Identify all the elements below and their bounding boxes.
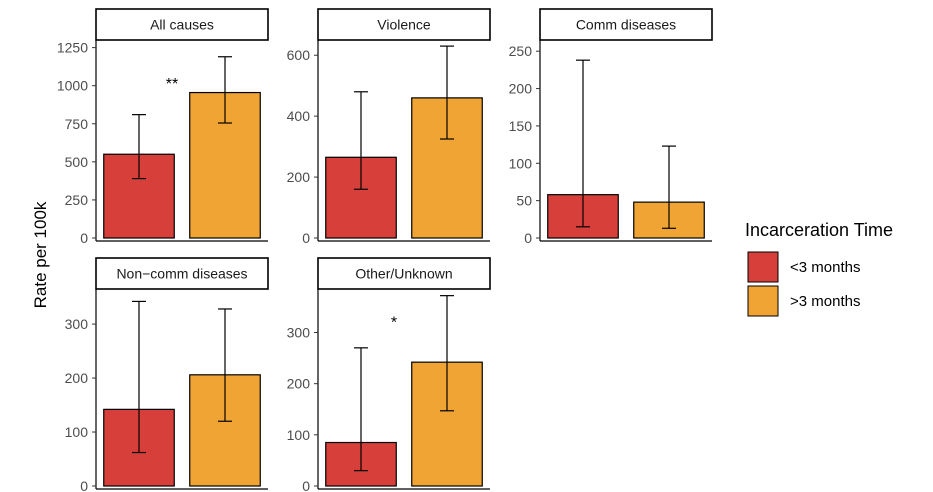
facet-panel: Comm diseases 0 50 100 150 200 250 — [509, 8, 713, 246]
facet-title: All causes — [150, 17, 214, 33]
y-tick-label: 300 — [65, 316, 89, 332]
y-tick-label: 50 — [516, 193, 532, 209]
y-tick-label: 500 — [65, 154, 89, 170]
legend-title: Incarceration Time — [745, 220, 893, 240]
facet-title: Violence — [377, 17, 431, 33]
facet-title: Other/Unknown — [355, 266, 452, 282]
y-tick-label: 250 — [65, 192, 89, 208]
facet-title: Comm diseases — [576, 17, 676, 33]
facet-strip — [539, 8, 713, 41]
facet-panel: Non−comm diseases 0 100 200 300 — [65, 257, 269, 492]
y-tick-label: 750 — [65, 116, 89, 132]
legend-label-over-3-months: >3 months — [790, 293, 860, 310]
facet-strip — [317, 8, 491, 41]
y-tick-label: 250 — [509, 43, 533, 59]
legend-swatch-under-3-months — [747, 251, 779, 283]
facet-strip — [95, 257, 269, 290]
y-tick-label: 0 — [302, 478, 310, 492]
facet-title: Non−comm diseases — [116, 266, 247, 282]
y-tick-label: 100 — [509, 155, 533, 171]
y-tick-label: 1250 — [57, 40, 88, 56]
y-tick-label: 200 — [509, 81, 533, 97]
y-tick-label: 300 — [287, 324, 311, 340]
y-tick-label: 150 — [509, 118, 533, 134]
bar — [325, 156, 397, 239]
significance-marker: ** — [166, 76, 178, 93]
y-tick-label: 1000 — [57, 78, 88, 94]
y-tick-label: 0 — [80, 478, 88, 492]
facet-panel: Violence 0 200 400 600 — [287, 8, 491, 246]
y-tick-label: 0 — [524, 230, 532, 246]
facet-panels: All causes025050075010001250**Violence02… — [57, 8, 713, 492]
y-tick-label: 200 — [287, 169, 311, 185]
facet-panel: All causes 0 250 500 750 1000 1250 ** — [57, 8, 269, 246]
y-tick-label: 600 — [287, 47, 311, 63]
significance-marker: * — [391, 315, 397, 332]
facet-strip — [317, 257, 491, 290]
facet-panel: Other/Unknown 0 100 200 300 * — [287, 257, 491, 492]
y-tick-label: 200 — [65, 370, 89, 386]
y-axis-label: Rate per 100k — [31, 201, 50, 308]
y-tick-label: 100 — [65, 424, 89, 440]
y-tick-label: 100 — [287, 427, 311, 443]
legend-swatch-over-3-months — [747, 285, 779, 317]
y-tick-label: 200 — [287, 376, 311, 392]
legend-label-under-3-months: <3 months — [790, 259, 860, 276]
y-tick-label: 0 — [302, 230, 310, 246]
y-tick-label: 400 — [287, 108, 311, 124]
y-tick-label: 0 — [80, 230, 88, 246]
facet-strip — [95, 8, 269, 41]
legend: Incarceration Time <3 months >3 months — [745, 220, 893, 317]
